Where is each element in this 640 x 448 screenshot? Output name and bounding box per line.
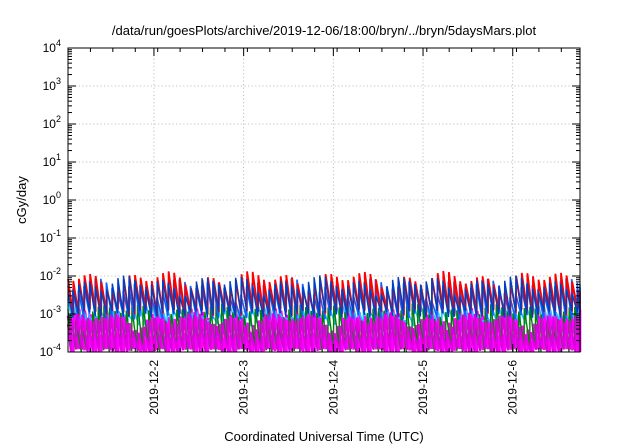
x-axis-label: Coordinated Universal Time (UTC)	[224, 429, 423, 444]
series-group	[66, 270, 582, 353]
y-tick-label: 104	[43, 38, 61, 55]
y-tick-label: 100	[43, 190, 61, 207]
chart-title: /data/run/goesPlots/archive/2019-12-06/1…	[112, 23, 537, 38]
x-tick-labels: 2019-12-2 2019-12-3 2019-12-4 2019-12-5 2019…	[147, 360, 520, 415]
x-tick-label: 2019-12-4	[326, 360, 340, 415]
x-tick-label: 2019-12-5	[416, 360, 430, 415]
y-tick-label: 103	[43, 76, 61, 93]
x-tick-label: 2019-12-2	[147, 360, 161, 415]
y-tick-label: 10-4	[40, 342, 61, 359]
y-tick-labels: 10-4 10-3 10-2 10-1 100 101 102 103 104	[40, 38, 61, 359]
x-tick-label: 2019-12-3	[237, 360, 251, 415]
y-tick-label: 10-2	[40, 266, 61, 283]
ticks	[67, 47, 580, 353]
y-tick-label: 102	[43, 114, 61, 131]
plot-frame	[67, 47, 581, 353]
y-tick-label: 10-1	[40, 228, 61, 245]
x-tick-label: 2019-12-6	[506, 360, 520, 415]
y-axis-label: cGy/day	[14, 176, 29, 224]
y-tick-label: 10-3	[40, 304, 61, 321]
y-tick-label: 101	[43, 152, 61, 169]
series-line	[67, 275, 581, 318]
